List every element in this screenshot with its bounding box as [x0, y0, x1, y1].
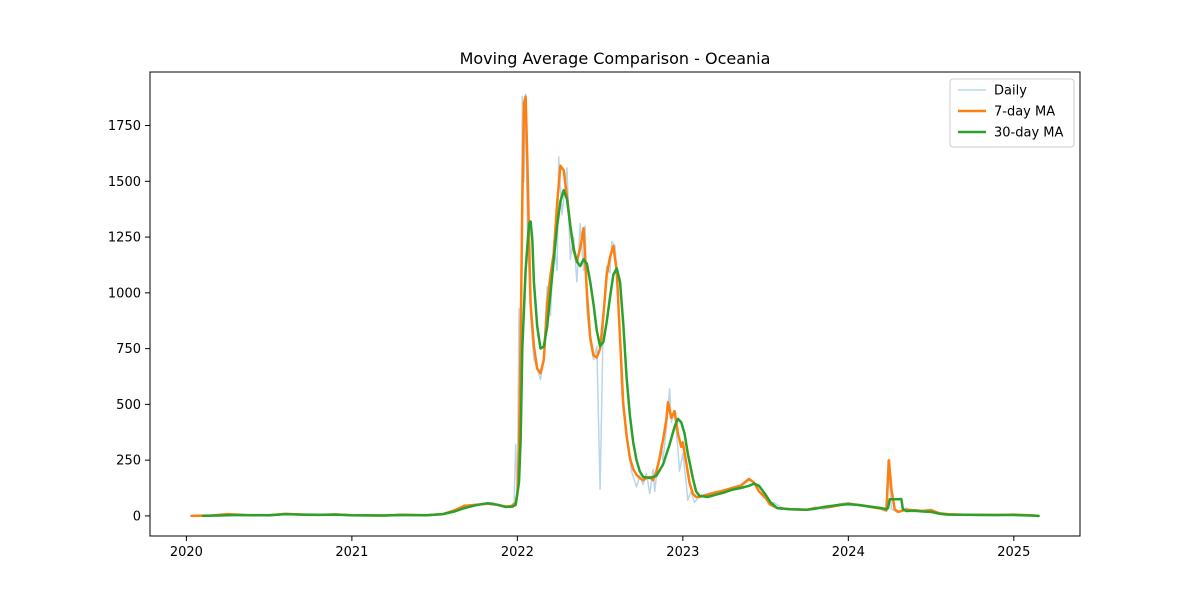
x-tick-label: 2021 — [335, 545, 368, 560]
y-axis-ticks: 0 250 500 750 1000 1250 1500 1750 — [108, 119, 150, 524]
series-line-7-day-ma — [190, 95, 1040, 518]
series-line-30-day-ma — [201, 188, 1040, 518]
y-tick-label: 500 — [116, 398, 141, 413]
series-line-daily — [190, 93, 1040, 517]
y-tick-label: 1500 — [108, 175, 141, 190]
y-tick-label: 1750 — [108, 119, 141, 134]
legend-label-30-day-ma: 30-day MA — [994, 126, 1063, 141]
x-tick-label: 2024 — [832, 545, 865, 560]
x-tick-label: 2023 — [666, 545, 699, 560]
y-tick-label: 0 — [133, 509, 141, 524]
y-tick-label: 1250 — [108, 231, 141, 246]
legend-items: Daily 7-day MA 30-day MA — [958, 84, 1063, 141]
x-tick-label: 2022 — [501, 545, 534, 560]
y-tick-label: 1000 — [108, 286, 141, 301]
x-tick-label: 2020 — [170, 545, 203, 560]
chart-title: Moving Average Comparison - Oceania — [460, 49, 771, 68]
series-layer — [190, 93, 1040, 518]
x-tick-label: 2025 — [997, 545, 1030, 560]
y-tick-label: 750 — [116, 342, 141, 357]
y-tick-label: 250 — [116, 454, 141, 469]
x-axis-ticks: 2020 2021 2022 2023 2024 2025 — [170, 536, 1030, 560]
plot-frame — [149, 71, 1081, 537]
legend-label-7-day-ma: 7-day MA — [994, 105, 1055, 120]
legend-label-daily: Daily — [994, 84, 1027, 99]
legend-box — [949, 78, 1075, 148]
legend: Daily 7-day MA 30-day MA — [949, 78, 1075, 148]
